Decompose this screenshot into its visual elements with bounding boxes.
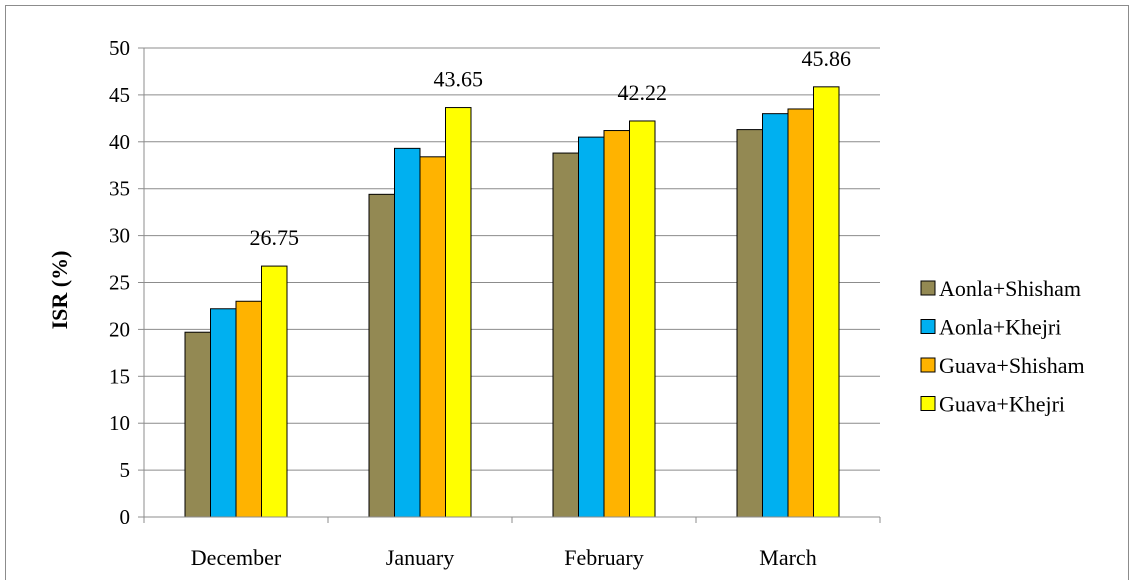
- y-tick-label: 15: [109, 364, 130, 388]
- legend-swatch-guava-shisham: [920, 357, 936, 373]
- y-tick-label: 0: [120, 505, 131, 529]
- bar-guava-shisham-january: [419, 156, 446, 518]
- bar-aonla-khejri-january: [394, 147, 421, 518]
- y-tick-label: 25: [109, 271, 130, 295]
- bar-guava-shisham-march: [787, 108, 814, 518]
- bar-guava-khejri-december: [261, 265, 288, 518]
- x-tick-label: December: [191, 545, 282, 570]
- bar-guava-khejri-january: [445, 107, 472, 518]
- data-label: 26.75: [250, 225, 300, 250]
- bar-aonla-shisham-january: [368, 193, 395, 518]
- y-tick-label: 30: [109, 224, 130, 248]
- legend-swatch-aonla-khejri: [920, 319, 936, 334]
- bar-guava-shisham-december: [235, 300, 262, 518]
- data-label: 45.86: [802, 46, 852, 71]
- bar-aonla-khejri-december: [210, 308, 237, 518]
- x-tick-label: January: [386, 545, 454, 570]
- labels: 0 5 10 15 20 25 30 35 40 45 50 December January Febru…: [109, 36, 851, 570]
- bars: [184, 86, 840, 518]
- legend-label: Guava+Shisham: [939, 353, 1085, 378]
- y-tick-label: 40: [109, 130, 130, 154]
- legend-swatch-aonla-shisham: [920, 280, 936, 296]
- legend-label: Aonla+Khejri: [939, 315, 1061, 340]
- legend-swatch-guava-khejri: [920, 396, 936, 411]
- data-label: 43.65: [434, 67, 484, 92]
- x-tick-label: March: [759, 545, 816, 570]
- x-tick-label: February: [564, 545, 643, 570]
- bar-guava-khejri-march: [813, 86, 840, 518]
- y-axis-title: ISR (%): [47, 251, 72, 330]
- bar-aonla-khejri-february: [578, 136, 605, 518]
- bar-aonla-shisham-december: [184, 331, 211, 518]
- y-tick-label: 50: [109, 36, 130, 60]
- axes: [138, 47, 881, 523]
- data-label: 42.22: [618, 80, 668, 105]
- bar-guava-khejri-february: [629, 120, 656, 518]
- legend-label: Aonla+Shisham: [939, 276, 1081, 301]
- y-tick-label: 20: [109, 317, 130, 341]
- bar-aonla-shisham-march: [736, 129, 763, 518]
- y-tick-label: 10: [109, 411, 130, 435]
- y-tick-label: 45: [109, 83, 130, 107]
- y-tick-label: 5: [120, 458, 131, 482]
- bar-aonla-khejri-march: [762, 113, 789, 518]
- legend: Aonla+Shisham Aonla+Khejri Guava+Shisham Gu…: [920, 276, 1085, 417]
- legend-label: Guava+Khejri: [939, 392, 1065, 417]
- bar-aonla-shisham-february: [552, 152, 579, 518]
- y-tick-label: 35: [109, 177, 130, 201]
- bar-guava-shisham-february: [603, 130, 630, 518]
